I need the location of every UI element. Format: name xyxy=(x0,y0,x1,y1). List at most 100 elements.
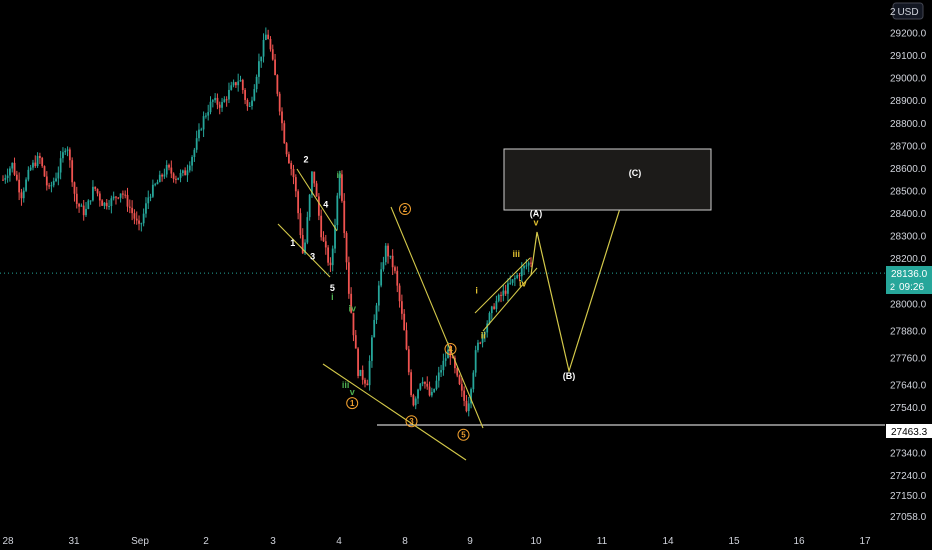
candle-body xyxy=(186,170,189,176)
candle-body xyxy=(4,178,7,180)
candle-body xyxy=(530,262,532,264)
candle-body xyxy=(278,93,281,112)
y-tick-label: 27880.0 xyxy=(890,326,927,337)
y-tick-label: 28800.0 xyxy=(890,119,927,130)
candle-body xyxy=(188,165,191,171)
candle-body xyxy=(421,381,424,384)
candle-body xyxy=(34,162,37,167)
candle-body xyxy=(322,237,325,242)
candle-body xyxy=(27,169,30,180)
candle-body xyxy=(433,388,436,392)
currency-badge[interactable]: USD xyxy=(892,2,924,20)
candle-body xyxy=(364,379,366,384)
candle-body xyxy=(241,80,244,91)
candle-body xyxy=(387,245,389,257)
wave-label-ring xyxy=(346,397,359,410)
candle-body xyxy=(156,182,159,185)
x-tick-label: 17 xyxy=(859,536,871,547)
candle-body xyxy=(290,163,293,169)
candle-body xyxy=(32,162,34,168)
candle-body xyxy=(225,99,228,101)
candle-body xyxy=(22,190,25,199)
candle-body xyxy=(451,357,454,359)
candle-body xyxy=(403,313,406,331)
candle-body xyxy=(437,372,440,381)
candle-body xyxy=(20,192,23,199)
candle-body xyxy=(523,266,525,269)
candle-body xyxy=(9,168,11,176)
candle-body xyxy=(15,174,18,180)
candle-body xyxy=(435,380,438,389)
y-tick-label: 27640.0 xyxy=(890,381,927,392)
trendline-rising-lower xyxy=(482,267,538,332)
candle-body xyxy=(82,205,85,216)
target-zone-box xyxy=(503,148,712,211)
candle-body xyxy=(428,386,431,396)
y-tick-label: 27058.0 xyxy=(890,512,927,523)
candle-body xyxy=(465,400,468,412)
y-tick-label: 29200.0 xyxy=(890,29,927,40)
candle-body xyxy=(175,178,177,180)
candle-body xyxy=(48,185,51,187)
candle-body xyxy=(276,75,279,94)
candle-body xyxy=(271,49,274,60)
x-tick-label: 8 xyxy=(402,536,408,547)
candle-body xyxy=(518,275,521,277)
candle-body xyxy=(142,213,145,224)
candle-body xyxy=(391,255,394,268)
candle-body xyxy=(29,167,32,170)
candle-body xyxy=(274,59,276,76)
candle-body xyxy=(324,241,327,248)
candle-body xyxy=(283,123,286,144)
candle-body xyxy=(488,313,491,324)
candle-body xyxy=(507,283,509,294)
wave-label: iv xyxy=(519,279,527,289)
abc-projection-path xyxy=(530,185,628,374)
candle-body xyxy=(6,175,9,179)
candle-body xyxy=(131,207,134,214)
candle-body xyxy=(338,174,341,196)
candle-body xyxy=(204,115,207,117)
grid-layer xyxy=(0,272,885,426)
candle-body xyxy=(59,158,62,173)
wave-label: 4 xyxy=(323,200,328,210)
y-tick-label: 27150.0 xyxy=(890,491,927,502)
candle-body xyxy=(50,185,53,187)
trendline-channel-upper xyxy=(390,206,484,429)
x-tick-label: 31 xyxy=(68,536,80,547)
wave-label-ring xyxy=(444,342,457,355)
last-price-tag: 28136.0 09:26 2 xyxy=(886,266,932,294)
candle-body xyxy=(126,194,129,207)
candle-body xyxy=(262,39,265,57)
candle-body xyxy=(400,301,403,314)
candle-body xyxy=(195,138,198,150)
candle-body xyxy=(94,186,97,189)
candle-body xyxy=(460,384,463,391)
candle-body xyxy=(308,194,311,218)
candle-body xyxy=(297,191,300,214)
x-tick-label: 15 xyxy=(728,536,740,547)
candle-body xyxy=(234,82,237,86)
x-tick-label: 4 xyxy=(336,536,342,547)
candle-body xyxy=(352,312,355,336)
trendline-channel-lower xyxy=(322,363,467,461)
candle-body xyxy=(477,342,479,351)
candle-body xyxy=(138,220,140,224)
candle-body xyxy=(191,156,193,166)
drawing-layer[interactable] xyxy=(277,148,712,461)
candle-body xyxy=(334,225,336,249)
candle-body xyxy=(442,360,445,371)
candle-body xyxy=(75,193,78,204)
candle-body xyxy=(251,100,253,107)
x-tick-label: 10 xyxy=(530,536,542,547)
trendline-wave-lower xyxy=(277,223,331,278)
wave-label: 2 xyxy=(403,205,408,214)
candle-body xyxy=(239,80,242,82)
candle-body xyxy=(444,358,447,361)
trendline-wave-upper xyxy=(296,168,338,232)
countdown-timer: 09:26 xyxy=(899,282,924,293)
candle-body xyxy=(145,203,147,214)
candle-body xyxy=(181,170,184,174)
